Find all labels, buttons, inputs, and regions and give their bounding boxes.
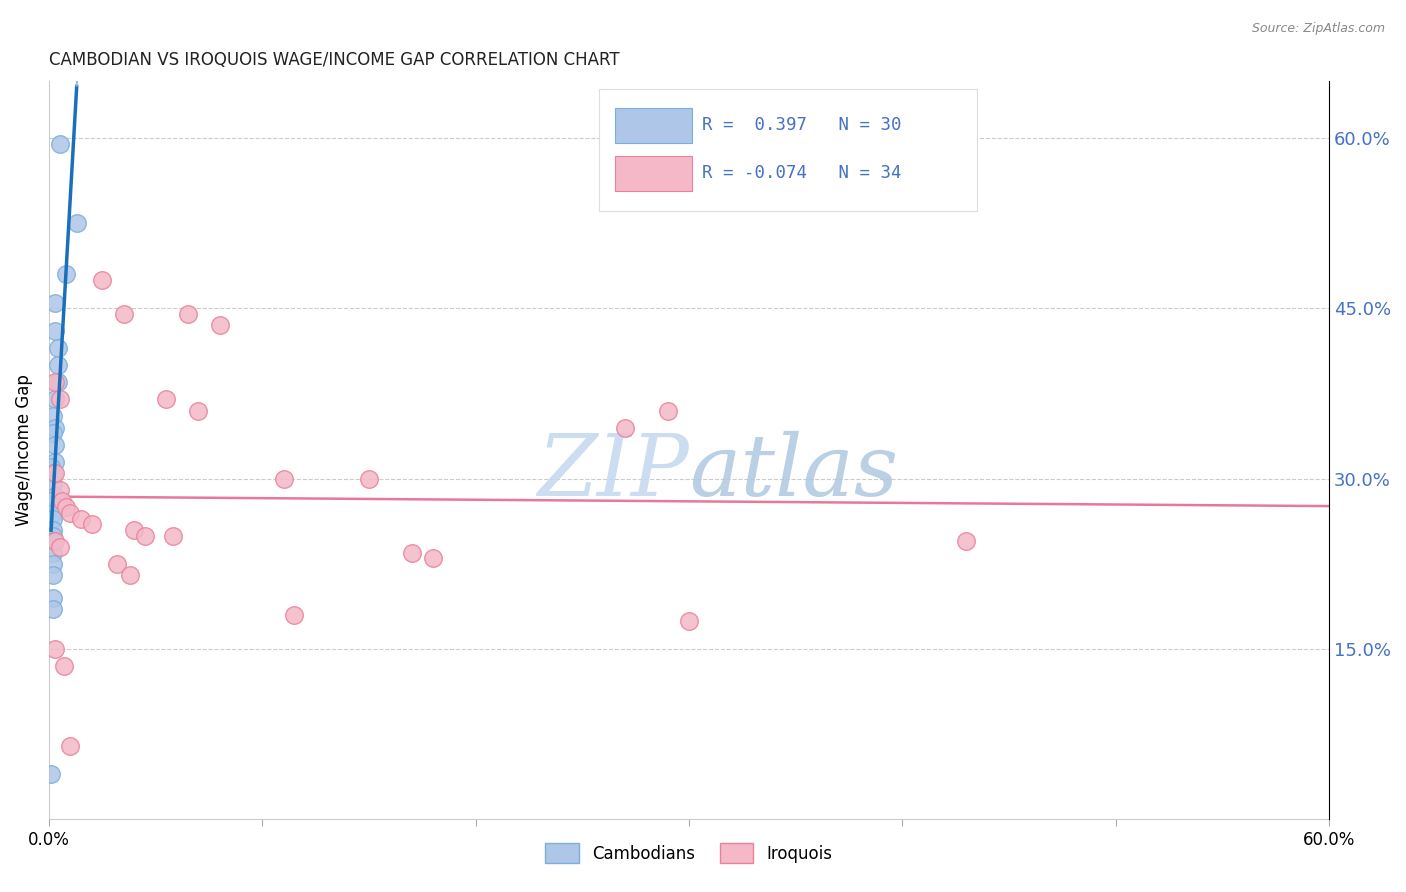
Point <box>105 557 128 571</box>
Point <box>42 528 65 542</box>
Point <box>42 557 65 571</box>
Point <box>176 307 198 321</box>
Point <box>42 534 65 549</box>
Point <box>44 295 66 310</box>
Point <box>39 494 62 508</box>
Point <box>42 523 65 537</box>
Point <box>51 494 73 508</box>
Point <box>42 477 65 491</box>
Point <box>162 528 184 542</box>
Point <box>46 341 69 355</box>
Point <box>59 739 82 753</box>
Point <box>208 318 231 333</box>
Point <box>55 500 77 515</box>
Legend: Cambodians, Iroquois: Cambodians, Iroquois <box>546 844 832 863</box>
Point <box>273 472 295 486</box>
Text: R =  0.397   N = 30: R = 0.397 N = 30 <box>702 116 901 134</box>
Point <box>42 511 65 525</box>
Point <box>44 455 66 469</box>
Point <box>48 392 70 407</box>
Point <box>42 506 65 520</box>
Point <box>44 392 66 407</box>
Point <box>39 460 62 475</box>
Point <box>118 568 141 582</box>
Point <box>42 568 65 582</box>
FancyBboxPatch shape <box>614 156 692 191</box>
Text: atlas: atlas <box>689 431 898 514</box>
Point <box>44 438 66 452</box>
Point <box>55 268 77 282</box>
Point <box>44 642 66 657</box>
Point <box>357 472 380 486</box>
FancyBboxPatch shape <box>599 88 977 211</box>
Point <box>401 545 423 559</box>
Point <box>46 376 69 390</box>
Point <box>48 483 70 497</box>
Point <box>42 466 65 480</box>
Point <box>42 545 65 559</box>
Point <box>955 534 977 549</box>
Point <box>44 534 66 549</box>
Point <box>155 392 177 407</box>
Point <box>44 376 66 390</box>
Point <box>187 403 209 417</box>
FancyBboxPatch shape <box>614 108 692 144</box>
Text: CAMBODIAN VS IROQUOIS WAGE/INCOME GAP CORRELATION CHART: CAMBODIAN VS IROQUOIS WAGE/INCOME GAP CO… <box>49 51 620 69</box>
Point <box>70 511 93 525</box>
Point <box>44 324 66 338</box>
Point <box>46 358 69 372</box>
Point <box>42 426 65 441</box>
Point <box>52 659 75 673</box>
Point <box>39 767 62 781</box>
Text: R = -0.074   N = 34: R = -0.074 N = 34 <box>702 164 901 182</box>
Point <box>112 307 135 321</box>
Point <box>422 551 444 566</box>
Point <box>48 136 70 151</box>
Text: Source: ZipAtlas.com: Source: ZipAtlas.com <box>1251 22 1385 36</box>
Point <box>657 403 679 417</box>
Point <box>66 216 89 230</box>
Point <box>614 420 637 434</box>
Y-axis label: Wage/Income Gap: Wage/Income Gap <box>15 375 32 526</box>
Point <box>678 614 700 628</box>
Point <box>134 528 156 542</box>
Point <box>44 466 66 480</box>
Text: ZIP: ZIP <box>537 431 689 514</box>
Point <box>42 591 65 605</box>
Point <box>48 540 70 554</box>
Point <box>44 420 66 434</box>
Point <box>44 489 66 503</box>
Point <box>42 602 65 616</box>
Point <box>91 273 114 287</box>
Point <box>283 607 305 622</box>
Point <box>59 506 82 520</box>
Point <box>124 523 146 537</box>
Point <box>80 517 103 532</box>
Point <box>42 409 65 424</box>
